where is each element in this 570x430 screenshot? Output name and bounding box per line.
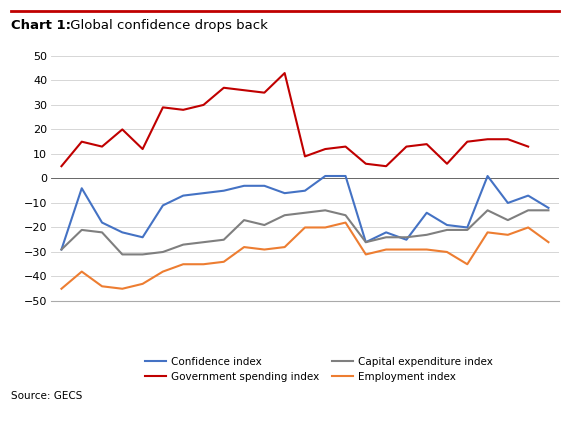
Text: Source: GECS: Source: GECS — [11, 391, 83, 401]
Text: Chart 1:: Chart 1: — [11, 19, 71, 32]
Text: Global confidence drops back: Global confidence drops back — [66, 19, 267, 32]
Legend: Confidence index, Government spending index, Capital expenditure index, Employme: Confidence index, Government spending in… — [145, 356, 493, 382]
